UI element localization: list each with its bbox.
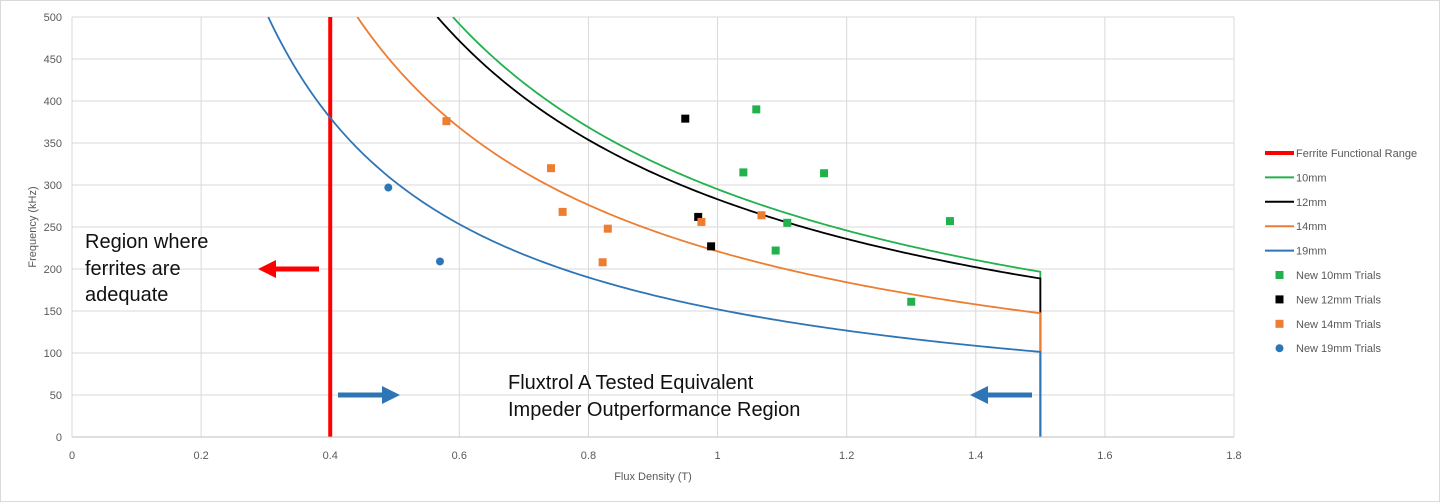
x-tick-label: 0.2: [193, 450, 208, 462]
point-new-10mm-trials: [945, 217, 954, 226]
legend-label-new-12mm-trials: New 12mm Trials: [1296, 294, 1381, 306]
point-new-10mm-trials: [907, 297, 916, 306]
point-new-10mm-trials: [783, 218, 792, 227]
legend-label-ferrite-functional-range: Ferrite Functional Range: [1296, 148, 1417, 160]
y-tick-label: 450: [44, 54, 62, 66]
point-new-14mm-trials: [598, 258, 607, 267]
curve-12mm: [436, 17, 1042, 437]
y-tick-label: 50: [50, 390, 62, 402]
point-new-14mm-trials: [757, 211, 766, 220]
curve-19mm: [267, 17, 1042, 437]
legend-swatch-new-12mm-trials: [1275, 295, 1284, 304]
y-tick-label: 100: [44, 348, 62, 360]
legend-swatch-new-19mm-trials: [1275, 344, 1284, 353]
arrow-left-red: [258, 260, 319, 278]
y-tick-label: 150: [44, 306, 62, 318]
x-tick-label: 1.8: [1226, 450, 1241, 462]
y-tick-label: 350: [44, 138, 62, 150]
legend-label-12mm: 12mm: [1296, 197, 1327, 209]
legend-label-14mm: 14mm: [1296, 221, 1327, 233]
x-axis-title: Flux Density (T): [614, 471, 692, 483]
y-tick-label: 200: [44, 264, 62, 276]
ferrite-region-line-2: ferrites are: [85, 258, 181, 280]
curve-10mm: [452, 17, 1042, 437]
point-new-14mm-trials: [558, 207, 567, 216]
arrows: [258, 260, 1032, 404]
y-tick-label: 300: [44, 180, 62, 192]
x-tick-label: 1.4: [968, 450, 983, 462]
x-tick-label: 0.6: [452, 450, 467, 462]
point-new-14mm-trials: [547, 164, 556, 173]
curve-14mm: [356, 17, 1042, 437]
legend-swatch-new-14mm-trials: [1275, 319, 1284, 328]
y-axis-title: Frequency (kHz): [27, 186, 39, 267]
x-tick-label: 1.2: [839, 450, 854, 462]
y-tick-label: 500: [44, 12, 62, 24]
y-tick-label: 0: [56, 432, 62, 444]
ferrite-region-line-3: adequate: [85, 284, 168, 306]
point-new-10mm-trials: [752, 105, 761, 114]
point-new-10mm-trials: [739, 168, 748, 177]
x-tick-label: 0.8: [581, 450, 596, 462]
legend: Ferrite Functional Range 10mm 12mm 14mm 19mm…: [1265, 148, 1417, 355]
legend-swatch-new-10mm-trials: [1275, 271, 1284, 279]
outperformance-region-line-1: Fluxtrol A Tested Equivalent: [508, 372, 754, 394]
point-new-19mm-trials: [384, 183, 393, 192]
legend-label-19mm: 19mm: [1296, 246, 1327, 258]
point-new-10mm-trials: [820, 169, 829, 178]
axes: 0 50 100 150 200 250 300 350 400 450 500 0 0.2 0.4 0.6…: [44, 12, 1242, 462]
point-new-14mm-trials: [442, 117, 451, 126]
y-tick-label: 250: [44, 222, 62, 234]
x-tick-label: 0.4: [323, 450, 338, 462]
point-new-12mm-trials: [681, 114, 690, 123]
x-tick-label: 1.6: [1097, 450, 1112, 462]
point-new-19mm-trials: [435, 257, 444, 266]
legend-label-new-19mm-trials: New 19mm Trials: [1296, 343, 1381, 355]
arrow-right-blue: [338, 386, 400, 404]
y-tick-label: 400: [44, 96, 62, 108]
outperformance-region-line-2: Impeder Outperformance Region: [508, 399, 800, 421]
point-new-12mm-trials: [707, 242, 716, 251]
x-tick-label: 1: [714, 450, 720, 462]
legend-label-10mm: 10mm: [1296, 172, 1327, 184]
ferrite-region-line-1: Region where: [85, 231, 208, 253]
arrow-left-blue: [970, 386, 1032, 404]
legend-label-new-10mm-trials: New 10mm Trials: [1296, 270, 1381, 282]
legend-label-new-14mm-trials: New 14mm Trials: [1296, 319, 1381, 331]
point-new-14mm-trials: [603, 224, 612, 233]
point-new-12mm-trials: [694, 212, 703, 221]
data-points: [384, 105, 954, 306]
curves: [267, 17, 1042, 437]
x-tick-label: 0: [69, 450, 75, 462]
point-new-10mm-trials: [771, 246, 780, 255]
point-new-14mm-trials: [697, 217, 706, 226]
